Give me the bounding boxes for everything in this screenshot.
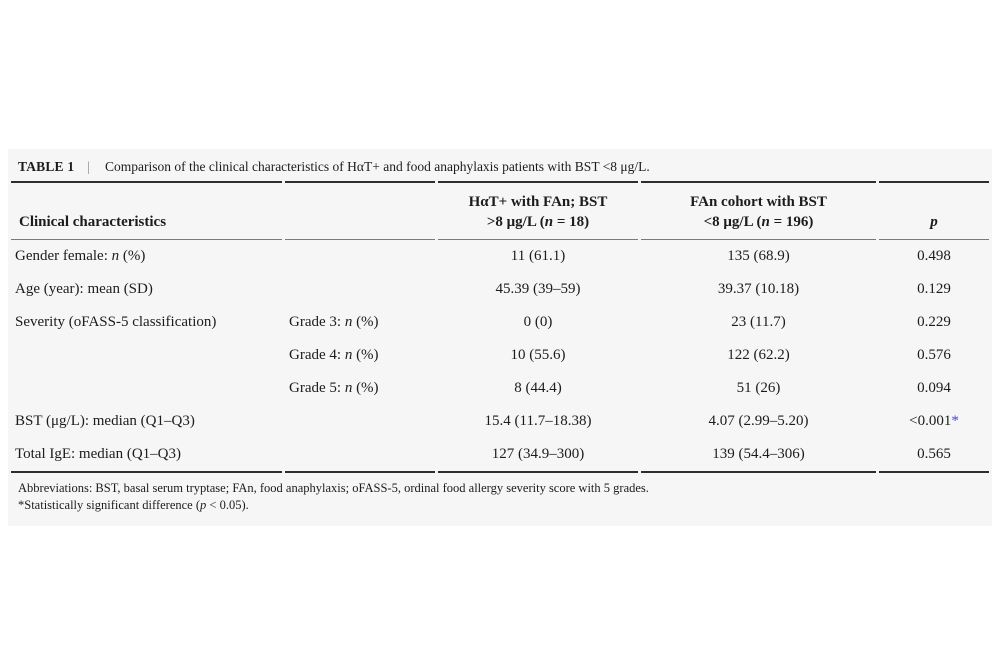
row-label: [11, 339, 282, 372]
value-fan-cohort: 135 (68.9): [727, 248, 790, 264]
header-fan-cohort-line2: <8 μg/L (n = 196): [703, 214, 814, 230]
header-fan-cohort-line1: FAn cohort with BST: [690, 194, 827, 210]
row-sublabel: Grade 5: n (%): [289, 380, 379, 396]
header-fan-cohort: FAn cohort with BST <8 μg/L (n = 196): [641, 181, 876, 240]
header-p-value: p: [879, 181, 989, 240]
table-row: BST (μg/L): median (Q1–Q3) 15.4 (11.7–18…: [11, 405, 989, 438]
value-hat-cohort: 0 (0): [523, 314, 553, 330]
header-hat-cohort: HαT+ with FAn; BST >8 μg/L (n = 18): [438, 181, 638, 240]
table-row: Age (year): mean (SD) 45.39 (39–59) 39.3…: [11, 273, 989, 306]
value-hat-cohort: 8 (44.4): [514, 380, 562, 396]
table-row: Grade 5: n (%) 8 (44.4) 51 (26) 0.094: [11, 372, 989, 405]
footnote-significance: *Statistically significant difference (p…: [18, 497, 249, 512]
value-fan-cohort: 139 (54.4–306): [641, 438, 876, 473]
value-fan-cohort: 51 (26): [736, 380, 781, 396]
header-row: Clinical characteristics HαT+ with FAn; …: [11, 181, 989, 240]
caption-separator-bar: |: [87, 159, 90, 174]
value-hat-cohort: 45.39 (39–59): [495, 281, 581, 297]
clinical-characteristics-table: Clinical characteristics HαT+ with FAn; …: [8, 181, 992, 473]
table-row: Grade 4: n (%) 10 (55.6) 122 (62.2) 0.57…: [11, 339, 989, 372]
header-hat-cohort-line1: HαT+ with FAn; BST: [468, 194, 608, 210]
table-footnotes: Abbreviations: BST, basal serum tryptase…: [8, 473, 992, 526]
row-sublabel: Grade 3: n (%): [289, 314, 379, 330]
significance-asterisk: *: [951, 413, 959, 429]
p-value: <0.001*: [909, 413, 959, 429]
table-1-block: TABLE 1 | Comparison of the clinical chara…: [8, 149, 992, 526]
row-sublabel: [285, 438, 435, 473]
header-hat-cohort-line2: >8 μg/L (n = 18): [486, 214, 590, 230]
table-caption: TABLE 1 | Comparison of the clinical chara…: [8, 149, 992, 181]
value-fan-cohort: 4.07 (2.99–5.20): [708, 413, 809, 429]
header-clinical-characteristics: Clinical characteristics: [11, 181, 282, 240]
value-fan-cohort: 23 (11.7): [731, 314, 786, 330]
value-hat-cohort: 127 (34.9–300): [438, 438, 638, 473]
footnote-abbreviations: Abbreviations: BST, basal serum tryptase…: [18, 481, 649, 495]
value-hat-cohort: 15.4 (11.7–18.38): [484, 413, 592, 429]
row-sublabel: [285, 405, 435, 438]
value-fan-cohort: 39.37 (10.18): [717, 281, 800, 297]
table-row: Total IgE: median (Q1–Q3) 127 (34.9–300)…: [11, 438, 989, 473]
table-caption-text: Comparison of the clinical characteristi…: [105, 159, 650, 174]
row-label: Gender female: n (%): [15, 248, 146, 264]
header-subcategory-empty: [285, 181, 435, 240]
p-value: 0.498: [917, 248, 951, 264]
row-label: [11, 372, 282, 405]
p-value: 0.229: [917, 314, 951, 330]
row-label: BST (μg/L): median (Q1–Q3): [15, 413, 195, 429]
p-value: 0.576: [917, 347, 951, 363]
row-label: Severity (oFASS-5 classification): [15, 314, 217, 330]
p-value: 0.565: [879, 438, 989, 473]
row-sublabel: [285, 273, 435, 306]
table-row: Gender female: n (%) 11 (61.1) 135 (68.9…: [11, 240, 989, 273]
value-hat-cohort: 10 (55.6): [510, 347, 566, 363]
value-fan-cohort: 122 (62.2): [727, 347, 790, 363]
row-sublabel: Grade 4: n (%): [289, 347, 379, 363]
table-row: Severity (oFASS-5 classification) Grade …: [11, 306, 989, 339]
table-caption-label: TABLE 1: [18, 159, 75, 174]
row-label: Age (year): mean (SD): [15, 281, 153, 297]
p-value: 0.129: [917, 281, 951, 297]
p-value: 0.094: [917, 380, 951, 396]
value-hat-cohort: 11 (61.1): [510, 248, 566, 264]
row-label: Total IgE: median (Q1–Q3): [11, 438, 282, 473]
row-sublabel: [285, 240, 435, 273]
